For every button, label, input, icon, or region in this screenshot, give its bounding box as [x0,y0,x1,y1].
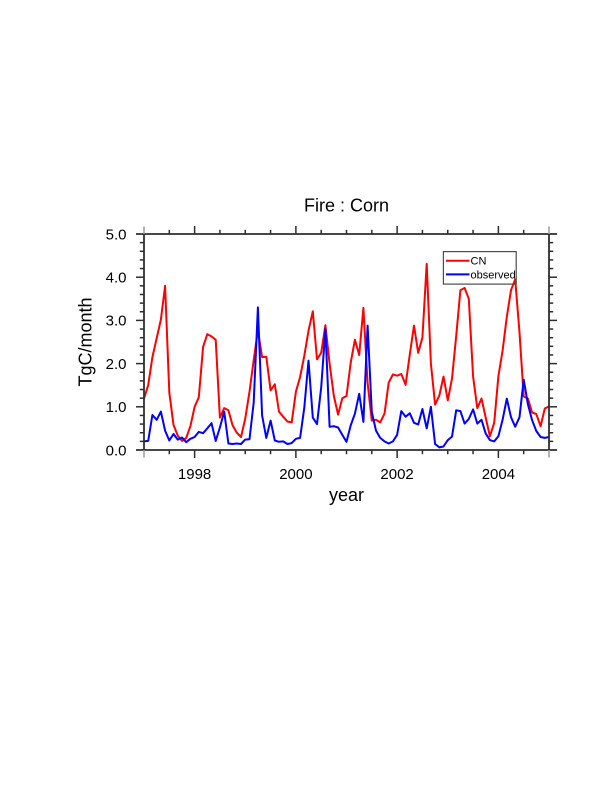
svg-text:2.0: 2.0 [106,356,127,373]
svg-text:2002: 2002 [380,466,413,483]
svg-text:3.0: 3.0 [106,313,127,330]
svg-text:2004: 2004 [482,466,515,483]
svg-text:2000: 2000 [279,466,312,483]
svg-text:TgC/month: TgC/month [76,297,96,386]
svg-text:observed: observed [471,269,516,281]
svg-text:1.0: 1.0 [106,399,127,416]
svg-text:0.0: 0.0 [106,442,127,459]
svg-text:5.0: 5.0 [106,226,127,243]
svg-text:1998: 1998 [178,466,211,483]
svg-text:Fire : Corn: Fire : Corn [304,196,389,216]
svg-text:CN: CN [471,256,487,268]
svg-text:year: year [329,485,364,505]
svg-text:4.0: 4.0 [106,270,127,287]
